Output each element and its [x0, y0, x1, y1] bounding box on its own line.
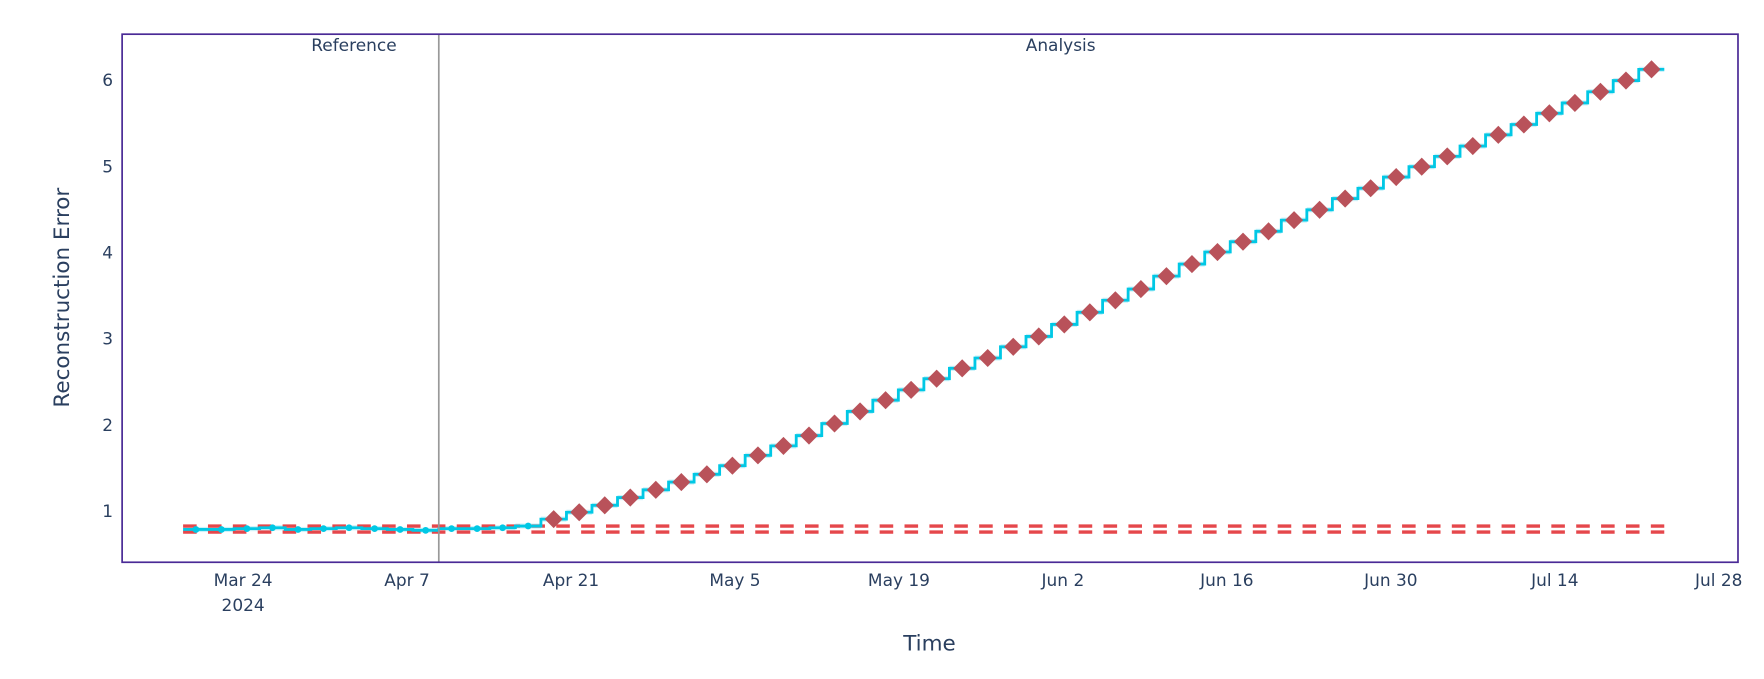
- data-point: [524, 522, 532, 530]
- alert-marker: [1412, 157, 1431, 176]
- alert-marker: [1514, 115, 1533, 134]
- alert-marker: [978, 348, 997, 368]
- data-point: [294, 526, 302, 533]
- alert-marker: [570, 503, 589, 522]
- x-axis-title: Time: [902, 631, 956, 656]
- alert-marker: [1233, 232, 1253, 251]
- y-axis-ticks: 1 2 3 4 5 6: [102, 70, 113, 521]
- metric-step-line: [183, 67, 1665, 532]
- metric-markers: [192, 60, 1661, 534]
- alert-marker: [927, 369, 946, 388]
- data-point: [192, 526, 200, 533]
- alert-marker: [1489, 125, 1508, 144]
- plot-border: [121, 33, 1739, 564]
- alert-marker: [902, 380, 921, 399]
- y-tick-label: 5: [102, 156, 113, 176]
- data-point: [269, 524, 276, 532]
- x-tick-label: Apr 7: [384, 570, 430, 590]
- alert-marker: [723, 456, 742, 475]
- alert-marker: [1336, 189, 1355, 208]
- alert-marker: [1208, 242, 1227, 262]
- alert-marker: [595, 496, 614, 515]
- period-label-reference: Reference: [311, 35, 396, 55]
- alert-marker: [1616, 71, 1636, 90]
- step-line: [183, 67, 1665, 532]
- data-point: [243, 525, 251, 533]
- alert-marker: [1310, 200, 1329, 219]
- alert-marker: [1029, 327, 1048, 346]
- period-label-analysis: Analysis: [1026, 35, 1096, 55]
- data-point: [499, 524, 507, 532]
- alert-marker: [1106, 291, 1125, 310]
- alert-marker: [1438, 147, 1457, 166]
- x-axis-ticks: Mar 24 Apr 7 Apr 21 May 5 May 19 Jun 2 Jun 16 J…: [214, 570, 1743, 590]
- data-point: [422, 526, 430, 534]
- x-tick-label: Apr 21: [543, 570, 599, 590]
- alert-marker: [1591, 82, 1610, 101]
- alert-marker: [1131, 280, 1150, 299]
- data-point: [473, 525, 481, 533]
- y-axis-title: Reconstruction Error: [50, 188, 75, 408]
- data-point: [448, 525, 455, 533]
- x-tick-label: Jun 16: [1199, 570, 1253, 590]
- alert-marker: [953, 359, 972, 378]
- alert-marker: [1463, 136, 1482, 156]
- x-tick-label: May 19: [868, 570, 930, 590]
- data-point: [217, 526, 225, 533]
- alert-marker: [1055, 315, 1074, 334]
- data-point: [371, 525, 378, 533]
- data-point: [320, 525, 327, 533]
- alert-marker: [1642, 60, 1661, 79]
- y-tick-label: 6: [102, 70, 113, 90]
- alert-marker: [697, 465, 716, 484]
- alert-marker: [799, 426, 819, 445]
- alert-marker: [774, 436, 793, 455]
- alert-marker: [851, 402, 870, 421]
- x-tick-year: 2024: [222, 595, 265, 615]
- y-tick-label: 1: [102, 501, 113, 521]
- alert-marker: [748, 446, 767, 465]
- x-tick-label: Jul 28: [1694, 570, 1742, 590]
- alert-marker: [1157, 267, 1176, 286]
- alert-marker: [1259, 222, 1278, 241]
- alert-marker: [1182, 255, 1201, 274]
- data-point: [396, 526, 404, 533]
- x-tick-label: May 5: [709, 570, 760, 590]
- y-tick-label: 3: [102, 329, 113, 349]
- alert-marker: [876, 391, 895, 410]
- alert-marker: [1387, 168, 1406, 187]
- x-tick-label: Jul 14: [1530, 570, 1578, 590]
- x-tick-label: Jun 2: [1041, 570, 1085, 590]
- alert-marker: [825, 414, 844, 433]
- y-tick-label: 2: [102, 415, 113, 435]
- alert-marker: [1565, 93, 1584, 113]
- alert-marker: [1080, 303, 1099, 322]
- alert-marker: [621, 488, 640, 507]
- alert-marker: [1004, 337, 1023, 356]
- alert-marker: [1285, 211, 1304, 230]
- y-tick-label: 4: [102, 243, 113, 263]
- alert-marker: [1361, 179, 1380, 198]
- x-tick-label: Mar 24: [214, 570, 273, 590]
- confidence-bands: [183, 66, 1665, 533]
- alert-marker: [672, 473, 691, 492]
- data-point: [345, 524, 353, 532]
- alert-marker: [1540, 104, 1559, 123]
- alert-marker: [646, 480, 665, 499]
- x-tick-label: Jun 30: [1363, 570, 1417, 590]
